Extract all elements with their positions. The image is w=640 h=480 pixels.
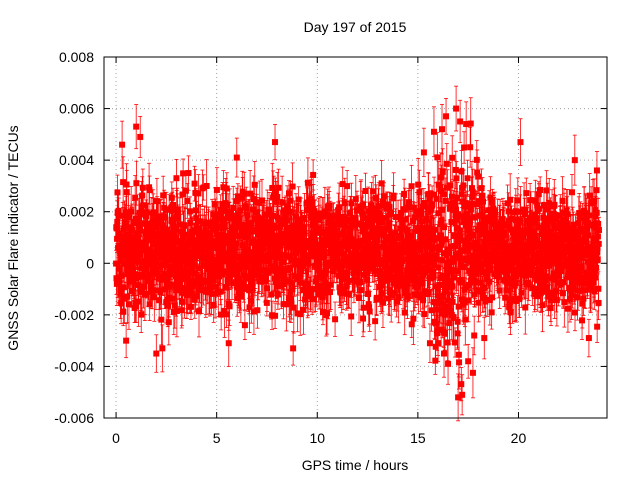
- data-point: [504, 184, 511, 222]
- data-point: [115, 197, 122, 224]
- data-point: [585, 318, 592, 358]
- data-point: [254, 291, 261, 329]
- x-tick-label: 5: [213, 430, 221, 446]
- data-point: [568, 174, 575, 211]
- data-point: [439, 104, 446, 155]
- data-point: [426, 323, 433, 363]
- y-axis-label: GNSS Solar Flare indicator / TECUs: [5, 125, 21, 350]
- data-point: [272, 302, 279, 329]
- x-axis-label: GPS time / hours: [302, 457, 409, 473]
- data-point: [408, 310, 415, 339]
- y-tick-label: 0.004: [59, 152, 94, 168]
- x-tick-label: 0: [112, 430, 120, 446]
- data-point: [180, 158, 187, 189]
- data-point: [200, 174, 207, 201]
- data-point: [119, 120, 126, 169]
- y-tick-label: -0.004: [54, 358, 94, 374]
- data-point: [122, 195, 129, 229]
- data-point: [123, 323, 130, 359]
- data-point: [137, 116, 144, 158]
- data-point: [481, 316, 488, 360]
- data-point: [173, 159, 180, 198]
- data-point: [469, 347, 476, 399]
- chart-title: Day 197 of 2015: [304, 19, 407, 35]
- data-point: [223, 172, 230, 205]
- data-point: [290, 331, 297, 366]
- data-point: [241, 310, 248, 341]
- data-point: [420, 127, 427, 178]
- data-point: [272, 124, 279, 161]
- x-tick-label: 15: [410, 430, 426, 446]
- data-point: [123, 169, 130, 215]
- y-tick-label: 0: [86, 255, 94, 271]
- data-point: [218, 298, 225, 331]
- data-point: [217, 278, 224, 306]
- data-point: [133, 160, 140, 206]
- data-point: [233, 137, 240, 178]
- data-point: [430, 106, 437, 158]
- data-point: [594, 310, 601, 343]
- data-point: [133, 104, 140, 150]
- x-tick-label: 20: [511, 430, 527, 446]
- y-tick-label: 0.002: [59, 204, 94, 220]
- data-point: [372, 302, 379, 341]
- y-tick-label: -0.006: [54, 410, 94, 426]
- data-point: [441, 329, 448, 378]
- data-point: [203, 159, 210, 213]
- data-point: [153, 334, 160, 373]
- data-point: [185, 155, 192, 191]
- data-point: [159, 324, 166, 373]
- data-series: [113, 85, 602, 422]
- data-point: [445, 343, 452, 385]
- x-tick-label: 10: [309, 430, 325, 446]
- data-point: [366, 291, 373, 332]
- data-point: [471, 315, 478, 356]
- y-tick-labels: -0.006 -0.004 -0.002 0 0.002 0.004 0.006 0.008: [54, 49, 94, 426]
- x-tick-labels: 0 5 10 15 20: [112, 430, 526, 446]
- data-point: [571, 134, 578, 186]
- y-tick-label: 0.008: [59, 49, 94, 65]
- y-tick-label: 0.006: [59, 101, 94, 117]
- data-point: [332, 301, 339, 337]
- data-point: [593, 151, 600, 190]
- data-point: [459, 374, 466, 416]
- y-tick-label: -0.002: [54, 307, 94, 323]
